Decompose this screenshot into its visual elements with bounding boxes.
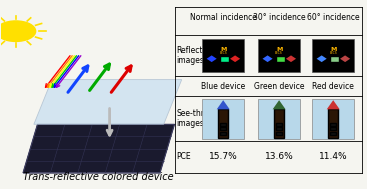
FancyBboxPatch shape (330, 56, 339, 62)
FancyBboxPatch shape (330, 132, 337, 135)
Text: Reflection
images: Reflection images (176, 46, 215, 65)
FancyBboxPatch shape (220, 132, 226, 135)
FancyBboxPatch shape (220, 127, 226, 130)
FancyBboxPatch shape (203, 99, 244, 139)
Polygon shape (262, 55, 273, 62)
FancyBboxPatch shape (220, 123, 226, 126)
FancyBboxPatch shape (328, 109, 338, 138)
Text: Normal incidence: Normal incidence (190, 12, 257, 22)
Polygon shape (340, 55, 350, 62)
Polygon shape (286, 55, 296, 62)
FancyBboxPatch shape (258, 99, 300, 139)
Polygon shape (23, 124, 174, 173)
Text: EECS: EECS (329, 51, 337, 55)
Polygon shape (273, 100, 286, 109)
FancyBboxPatch shape (330, 127, 337, 130)
FancyBboxPatch shape (218, 109, 228, 138)
Polygon shape (317, 55, 327, 62)
Text: 13.6%: 13.6% (265, 152, 294, 161)
Text: EECS: EECS (219, 51, 227, 55)
Text: 11.4%: 11.4% (319, 152, 348, 161)
FancyBboxPatch shape (312, 39, 354, 72)
Circle shape (0, 21, 36, 41)
Text: Green device: Green device (254, 82, 304, 91)
Text: M: M (330, 47, 337, 52)
Text: Blue device: Blue device (201, 82, 245, 91)
FancyBboxPatch shape (203, 39, 244, 72)
Polygon shape (34, 80, 182, 124)
FancyBboxPatch shape (220, 56, 229, 62)
Text: 15.7%: 15.7% (209, 152, 237, 161)
Text: M: M (276, 47, 282, 52)
Text: 60° incidence: 60° incidence (307, 12, 360, 22)
Polygon shape (327, 100, 340, 109)
Polygon shape (217, 100, 230, 109)
Text: See-through
images: See-through images (176, 109, 224, 128)
Polygon shape (230, 55, 240, 62)
Text: Red device: Red device (312, 82, 354, 91)
Text: 30° incidence: 30° incidence (253, 12, 305, 22)
FancyBboxPatch shape (258, 39, 300, 72)
FancyBboxPatch shape (276, 123, 282, 126)
Text: PCE: PCE (176, 152, 191, 161)
FancyBboxPatch shape (274, 109, 284, 138)
FancyBboxPatch shape (276, 56, 285, 62)
FancyBboxPatch shape (276, 127, 282, 130)
Polygon shape (207, 55, 217, 62)
FancyBboxPatch shape (312, 99, 354, 139)
Text: EECS: EECS (275, 51, 283, 55)
FancyBboxPatch shape (330, 123, 337, 126)
Text: Trans-reflective colored device: Trans-reflective colored device (23, 172, 174, 182)
Text: M: M (220, 47, 226, 52)
FancyBboxPatch shape (276, 132, 282, 135)
